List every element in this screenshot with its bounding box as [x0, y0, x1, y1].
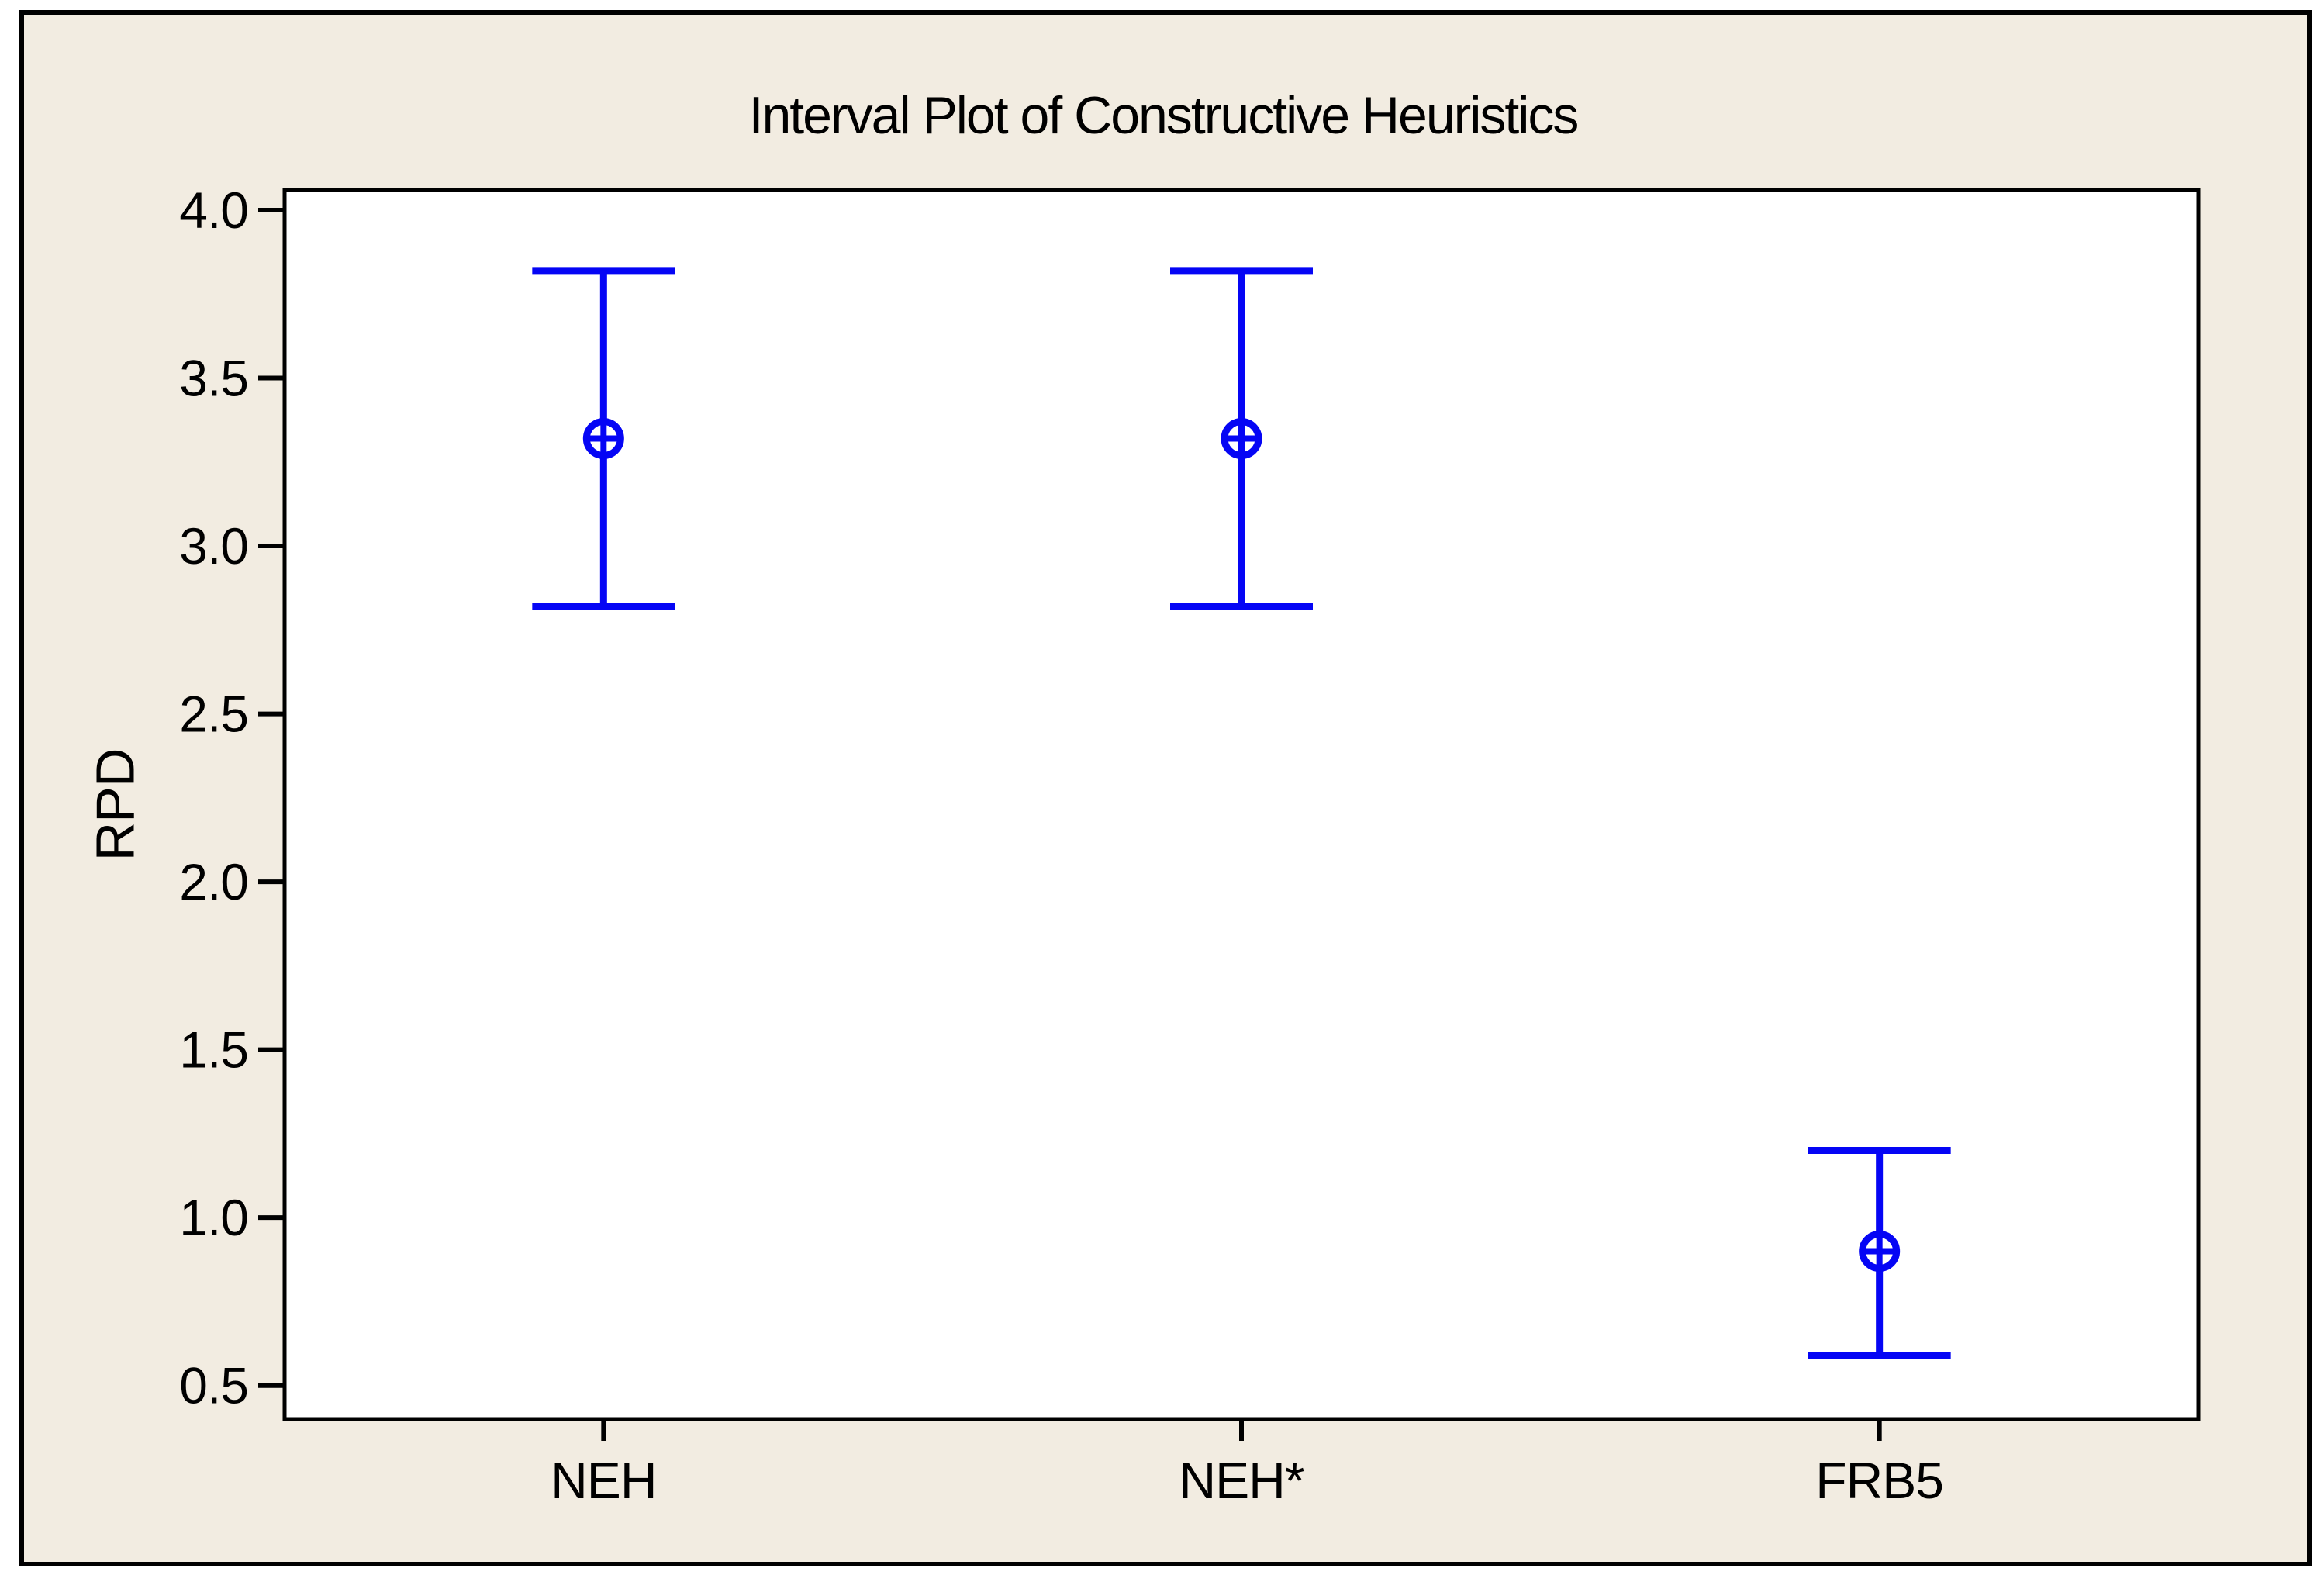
x-category-label: FRB5	[1815, 1452, 1943, 1509]
x-axis-ticks: NEH NEH* FRB5	[551, 1419, 1944, 1509]
interval-bar-neh	[532, 267, 675, 610]
interval-bar-neh	[1170, 267, 1313, 610]
y-axis-ticks: 0.5 1.0 1.5 2.0 2.5 3.0 3.5 4.0	[179, 181, 285, 1414]
x-category-label: NEH*	[1179, 1452, 1304, 1509]
y-tick-label: 3.5	[179, 350, 248, 407]
interval-bar-frb5	[1808, 1147, 1951, 1359]
y-tick-label: 2.0	[179, 853, 248, 910]
x-category-label: NEH	[551, 1452, 656, 1509]
y-tick-label: 4.0	[179, 181, 248, 239]
interval-series	[532, 267, 1951, 1359]
y-tick-label: 0.5	[179, 1357, 248, 1414]
y-tick-label: 2.5	[179, 686, 248, 743]
chart-title: Interval Plot of Constructive Heuristics	[749, 86, 1578, 145]
y-axis-label: RPD	[85, 749, 146, 862]
y-tick-label: 1.5	[179, 1021, 248, 1079]
y-tick-label: 3.0	[179, 517, 248, 575]
y-tick-label: 1.0	[179, 1189, 248, 1246]
